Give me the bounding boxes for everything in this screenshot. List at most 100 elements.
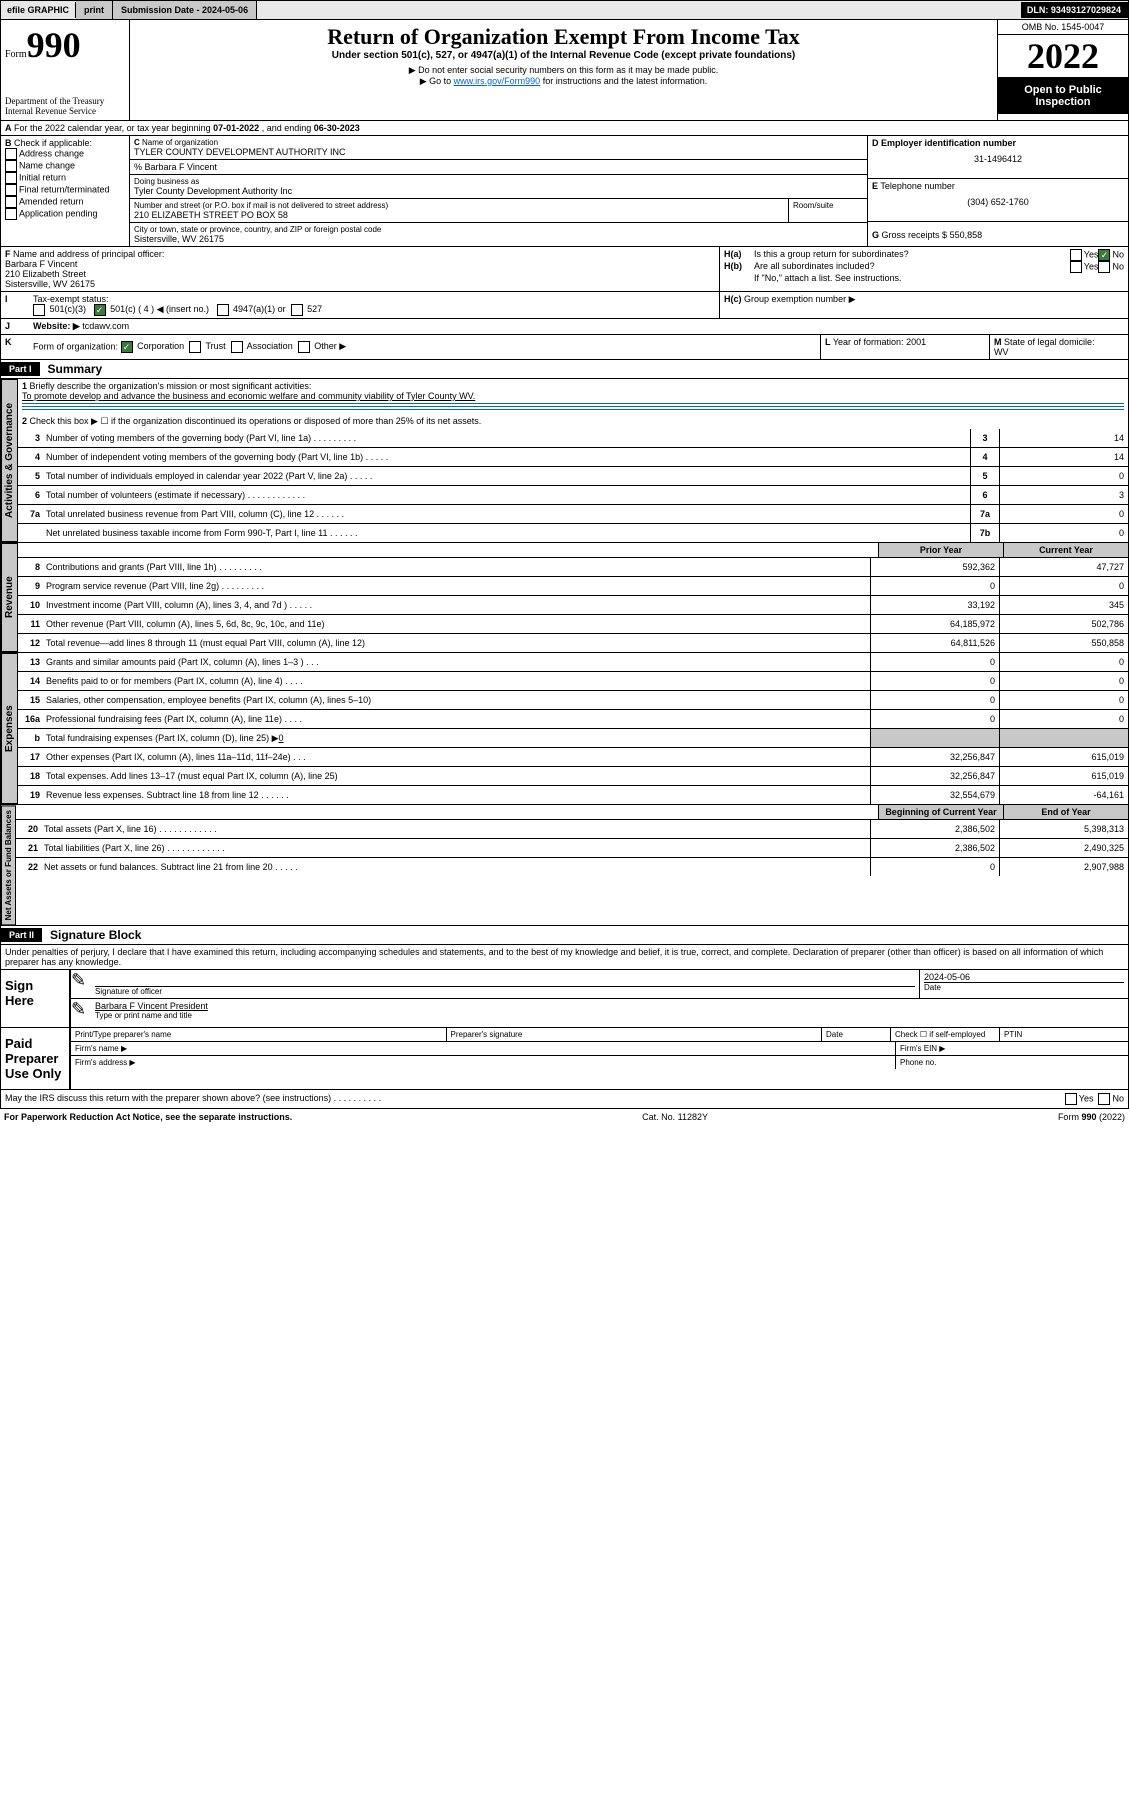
d-label: D Employer identification number [872, 138, 1124, 148]
l19-text: Revenue less expenses. Subtract line 18 … [43, 788, 870, 802]
footer-cat: Cat. No. 11282Y [642, 1112, 708, 1122]
k-corp[interactable]: ✓ Corporation [121, 341, 185, 351]
print-button[interactable]: print [76, 1, 113, 19]
l16b-text: Total fundraising expenses (Part IX, col… [43, 731, 870, 746]
form-label: Form [5, 49, 27, 60]
l2-text: Check this box ▶ ☐ if the organization d… [30, 416, 482, 426]
footer: For Paperwork Reduction Act Notice, see … [0, 1109, 1129, 1125]
k-other[interactable]: Other ▶ [298, 341, 346, 351]
officer-name: Barbara F Vincent [5, 259, 715, 269]
l3-val: 14 [999, 429, 1128, 447]
footer-right: Form 990 (2022) [1058, 1112, 1125, 1122]
i-501c3[interactable]: 501(c)(3) [33, 304, 86, 314]
org-name: TYLER COUNTY DEVELOPMENT AUTHORITY INC [134, 147, 863, 157]
hdr-eoy: End of Year [1003, 805, 1128, 819]
website: tcdawv.com [82, 321, 129, 331]
l4-val: 14 [999, 448, 1128, 466]
l16a-py: 0 [870, 710, 999, 728]
l17-text: Other expenses (Part IX, column (A), lin… [43, 750, 870, 764]
sign-here-label: Sign Here [1, 970, 71, 1027]
section-j: J Website: ▶ tcdawv.com [0, 319, 1129, 335]
l20-cy: 5,398,313 [999, 820, 1128, 838]
tab-netassets: Net Assets or Fund Balances [1, 805, 16, 925]
paid-preparer-block: Paid Preparer Use Only Print/Type prepar… [0, 1028, 1129, 1090]
l13-text: Grants and similar amounts paid (Part IX… [43, 655, 870, 669]
self-employed-check[interactable]: Check ☐ if self-employed [891, 1028, 1000, 1041]
k-trust[interactable]: Trust [189, 341, 226, 351]
street-address: 210 ELIZABETH STREET PO BOX 58 [134, 210, 784, 220]
hb-yes[interactable]: Yes [1070, 261, 1099, 273]
l20-text: Total assets (Part X, line 16) . . . . .… [41, 822, 870, 836]
b-name-change[interactable]: Name change [5, 160, 125, 172]
ha-label: Is this a group return for subordinates? [754, 249, 1070, 261]
l14-cy: 0 [999, 672, 1128, 690]
l3-text: Number of voting members of the governin… [43, 431, 970, 445]
type-print-label: Type or print name and title [95, 1011, 1124, 1020]
hdr-prior-year: Prior Year [878, 543, 1003, 557]
firm-addr-label: Firm's address ▶ [71, 1056, 896, 1069]
line-a: A For the 2022 calendar year, or tax yea… [0, 121, 1129, 136]
discuss-yes[interactable]: Yes [1065, 1093, 1094, 1105]
l21-text: Total liabilities (Part X, line 26) . . … [41, 841, 870, 855]
ha-yes[interactable]: Yes [1070, 249, 1099, 261]
l13-cy: 0 [999, 653, 1128, 671]
b-amended-return[interactable]: Amended return [5, 196, 125, 208]
tax-year: 2022 [998, 35, 1128, 78]
k-assoc[interactable]: Association [231, 341, 293, 351]
l20-py: 2,386,502 [870, 820, 999, 838]
care-of: % Barbara F Vincent [130, 160, 867, 175]
l17-py: 32,256,847 [870, 748, 999, 766]
hdr-current-year: Current Year [1003, 543, 1128, 557]
ps-label: Preparer's signature [447, 1028, 823, 1041]
l18-cy: 615,019 [999, 767, 1128, 785]
b-address-change[interactable]: Address change [5, 148, 125, 160]
l14-text: Benefits paid to or for members (Part IX… [43, 674, 870, 688]
form-header: Form990 Department of the TreasuryIntern… [0, 20, 1129, 121]
ha-no[interactable]: ✓No [1098, 249, 1124, 261]
i-4947[interactable]: 4947(a)(1) or [217, 304, 286, 314]
hb-no[interactable]: No [1098, 261, 1124, 273]
e-label: E Telephone number [872, 181, 1124, 191]
l7b-val: 0 [999, 524, 1128, 542]
subtitle-1: Under section 501(c), 527, or 4947(a)(1)… [134, 50, 993, 61]
hb-label: Are all subordinates included? [754, 261, 1070, 273]
addr-label: Number and street (or P.O. box if mail i… [134, 201, 784, 210]
section-k-l-m: K Form of organization: ✓ Corporation Tr… [0, 335, 1129, 360]
m-state: M State of legal domicile:WV [990, 335, 1128, 359]
section-i-hc: I Tax-exempt status: 501(c)(3) ✓ 501(c) … [0, 292, 1129, 319]
l22-text: Net assets or fund balances. Subtract li… [41, 860, 870, 874]
instructions-link[interactable]: www.irs.gov/Form990 [454, 76, 541, 86]
section-b-g: B Check if applicable: Address change Na… [0, 136, 1129, 247]
officer-addr: 210 Elizabeth Street [5, 269, 715, 279]
l5-text: Total number of individuals employed in … [43, 469, 970, 483]
l16a-cy: 0 [999, 710, 1128, 728]
l11-cy: 502,786 [999, 615, 1128, 633]
l-year: L Year of formation: 2001 [821, 335, 990, 359]
l9-text: Program service revenue (Part VIII, line… [43, 579, 870, 593]
tab-activities: Activities & Governance [1, 379, 18, 542]
discuss-no[interactable]: No [1098, 1093, 1124, 1105]
i-527[interactable]: 527 [291, 304, 323, 314]
c-name-label: C Name of organization [134, 138, 863, 147]
l13-py: 0 [870, 653, 999, 671]
b-initial-return[interactable]: Initial return [5, 172, 125, 184]
i-501c[interactable]: ✓ 501(c) ( 4 ) ◀ (insert no.) [94, 304, 209, 314]
penalty-text: Under penalties of perjury, I declare th… [0, 945, 1129, 970]
sign-here-block: Sign Here ✎ Signature of officer 2024-05… [0, 970, 1129, 1028]
l8-text: Contributions and grants (Part VIII, lin… [43, 560, 870, 574]
tab-revenue: Revenue [1, 543, 18, 652]
subtitle-3: ▶ Go to www.irs.gov/Form990 for instruct… [134, 76, 993, 87]
b-final-return[interactable]: Final return/terminated [5, 184, 125, 196]
l22-cy: 2,907,988 [999, 858, 1128, 876]
l6-text: Total number of volunteers (estimate if … [43, 488, 970, 502]
l19-py: 32,554,679 [870, 786, 999, 804]
l7a-val: 0 [999, 505, 1128, 523]
l22-py: 0 [870, 858, 999, 876]
sig-date: 2024-05-06 [924, 972, 1124, 982]
omb: OMB No. 1545-0047 [998, 20, 1128, 35]
dba: Tyler County Development Authority Inc [134, 186, 863, 196]
b-application-pending[interactable]: Application pending [5, 208, 125, 220]
l14-py: 0 [870, 672, 999, 690]
mission-text: To promote develop and advance the busin… [22, 391, 1124, 401]
l21-cy: 2,490,325 [999, 839, 1128, 857]
